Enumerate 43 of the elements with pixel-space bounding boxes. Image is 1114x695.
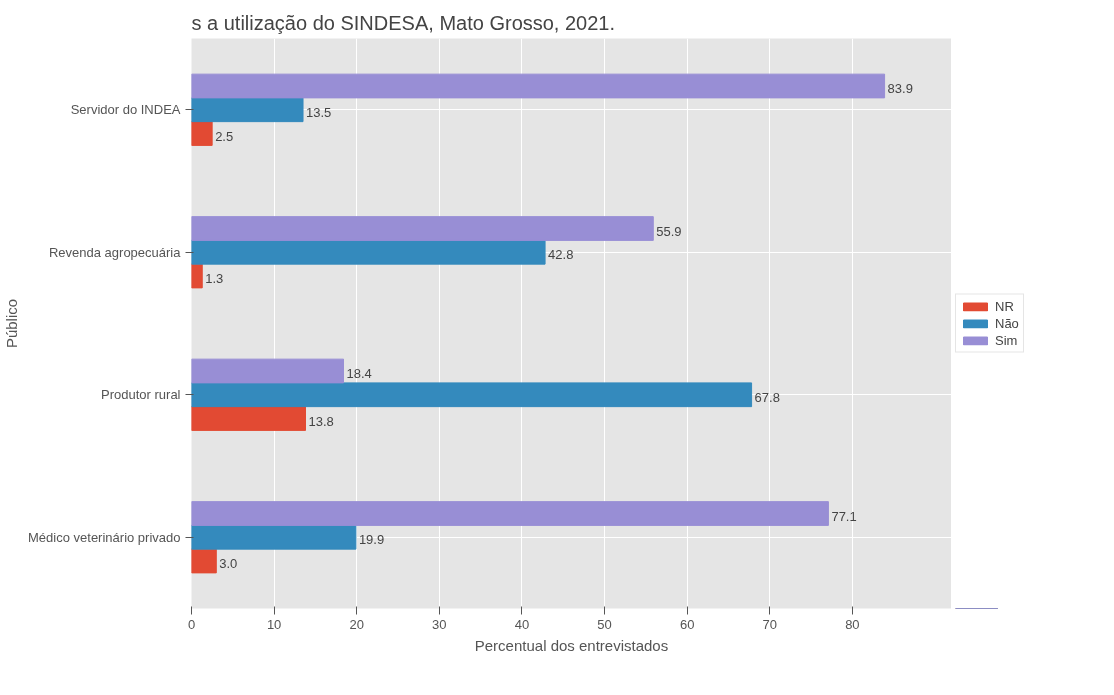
data-label: 67.8: [754, 389, 780, 405]
data-label: 77.1: [831, 508, 857, 524]
bar: [191, 382, 753, 408]
data-label: 2.5: [215, 128, 234, 144]
bar: [191, 548, 217, 574]
bar: [191, 358, 344, 384]
x-axis-title: Percentual dos entrevistados: [474, 636, 669, 654]
bar: [191, 239, 546, 265]
legend-label: Sim: [995, 332, 1018, 348]
y-tick-label: Médico veterinário privado: [28, 529, 181, 545]
data-label: 19.9: [358, 532, 385, 548]
data-label: 55.9: [656, 223, 682, 239]
legend-label: NR: [995, 298, 1015, 314]
bar: [191, 524, 357, 550]
data-label: 13.5: [306, 104, 332, 120]
x-tick-label: 10: [266, 616, 282, 632]
bar: [191, 263, 203, 289]
y-tick-label: Servidor do INDEA: [70, 102, 181, 118]
data-label: 13.8: [308, 413, 334, 429]
bar: [191, 216, 654, 241]
x-tick-label: 70: [762, 616, 777, 632]
bar: [191, 501, 829, 526]
x-tick-label: 50: [597, 616, 612, 632]
x-tick-label: 30: [432, 616, 447, 632]
x-tick-label: 40: [514, 616, 530, 632]
legend-label: Não: [995, 315, 1019, 331]
x-tick-label: 80: [845, 616, 860, 632]
bar: [191, 97, 304, 123]
y-tick-label: Revenda agropecuária: [48, 244, 182, 260]
x-tick-label: 20: [349, 616, 364, 632]
bar: [191, 406, 306, 431]
x-tick-label: 60: [679, 616, 695, 632]
data-label: 18.4: [346, 366, 372, 381]
x-tick-label: 0: [187, 616, 196, 632]
bar: [191, 121, 213, 146]
chart-title: s a utilização do SINDESA, Mato Grosso, 2021.: [191, 11, 616, 34]
data-label: 1.3: [205, 271, 224, 286]
y-axis-title: Público: [3, 298, 21, 349]
data-label: 3.0: [219, 556, 238, 571]
bar: [191, 73, 886, 99]
data-label: 83.9: [887, 81, 913, 96]
y-tick-label: Produtor rural: [101, 387, 181, 403]
data-label: 42.8: [548, 247, 574, 263]
